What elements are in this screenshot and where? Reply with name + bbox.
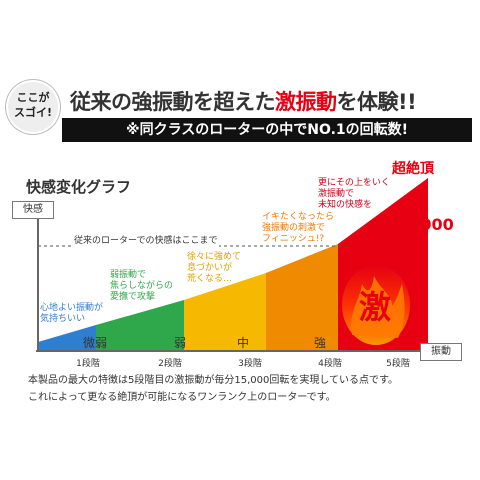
top-label: 超絶頂 [392,161,434,177]
y-axis-label: 快感 [12,201,54,219]
x-axis-label: 振動 [420,343,462,361]
badge-line-2: スゴイ! [13,106,53,119]
reference-line-label: 従来のローターでの快感はここまで [72,236,220,247]
x-tick-4: 4段階 [318,359,342,369]
subheadline-bar: ※同クラスのローターの中でNO.1の回転数! [62,118,472,142]
annotation-level-2: 弱振動で 焦らしながらの 愛撫で攻撃 [110,270,174,302]
headline: 従来の強振動を超えた激振動を体験!! [70,86,417,116]
x-tick-3: 3段階 [238,359,262,369]
level-name-4: 強 [313,336,326,350]
level-name-2: 弱 [173,336,186,350]
annotation-level-4: イキたくなったら 強振動の刺激で フィニッシュ!? [262,212,335,244]
max-label: MAX [398,204,426,217]
level-name-5: 激 [358,288,391,326]
segment-level-1 [38,325,96,350]
footnote-line-1: 本製品の最大の特徴は5段階目の激振動が毎分15,000回転を実現している点です。 [28,375,399,386]
level-name-3: 中 [236,336,249,350]
footnote-line-2: これによって更なる絶頂が可能になるワンランク上のローターです。 [28,392,336,403]
per-minute-label: 毎分 [381,220,389,238]
headline-accent: 激振動 [275,90,337,114]
annotation-level-1: 心地よい振動が 気持ちいい [40,303,104,324]
badge-circle [8,82,58,132]
segment-level-4 [266,244,338,350]
x-tick-5: 5段階 [386,359,410,369]
level-name-1: 微弱 [82,336,107,350]
rpm-unit: 回転 [402,234,424,247]
annotation-level-5: 更にその上をいく 激振動で 未知の快感を [318,178,390,210]
x-tick-1: 1段階 [76,359,100,369]
graph-title: 快感変化グラフ [26,178,132,196]
headline-part-1: 従来の強振動を超えた [70,90,276,114]
badge-text: ここが スゴイ! [8,90,58,120]
annotation-level-3: 徐々に強めて 息づかいが 荒くなる… [187,252,242,284]
rpm-value: 15,000 [392,215,454,234]
segment-level-2 [96,300,184,350]
x-tick-2: 2段階 [158,359,182,369]
fire-flame [351,276,405,338]
segment-level-3 [184,273,266,350]
badge-line-1: ここが [16,91,50,104]
headline-part-2: を体験!! [336,90,417,114]
footnote: 本製品の最大の特徴は5段階目の激振動が毎分15,000回転を実現している点です。… [28,372,398,406]
